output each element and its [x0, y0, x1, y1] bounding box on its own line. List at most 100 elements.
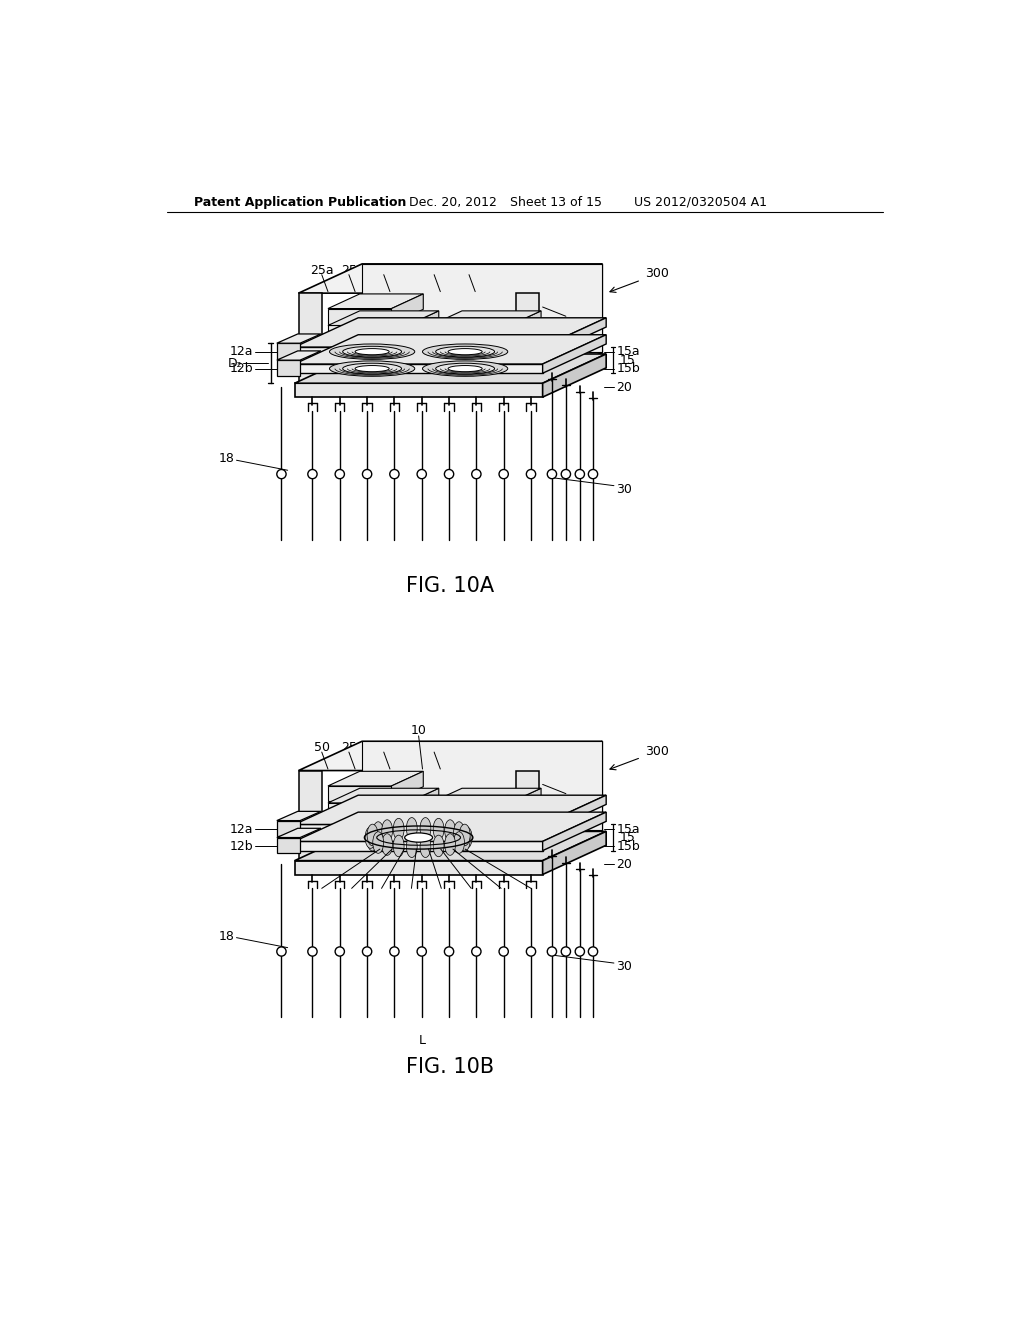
Text: 15b: 15b [616, 362, 640, 375]
Text: 25: 25 [341, 741, 356, 754]
Ellipse shape [499, 946, 508, 956]
Ellipse shape [330, 360, 415, 376]
Text: 30: 30 [616, 483, 632, 496]
Polygon shape [295, 364, 543, 374]
Polygon shape [295, 335, 606, 364]
Polygon shape [328, 312, 438, 326]
Ellipse shape [449, 348, 482, 355]
Polygon shape [543, 318, 606, 356]
Polygon shape [362, 264, 602, 352]
Polygon shape [328, 326, 407, 341]
Polygon shape [509, 788, 541, 818]
Polygon shape [430, 312, 541, 326]
Polygon shape [299, 264, 602, 293]
Text: 300: 300 [645, 744, 669, 758]
Polygon shape [299, 771, 322, 859]
Polygon shape [543, 812, 606, 850]
Ellipse shape [444, 820, 456, 841]
Text: 14a: 14a [372, 264, 395, 277]
Polygon shape [539, 742, 602, 859]
Polygon shape [299, 293, 322, 381]
Ellipse shape [589, 946, 598, 956]
Text: US 2012/0320504 A1: US 2012/0320504 A1 [634, 195, 767, 209]
Ellipse shape [460, 829, 470, 851]
Polygon shape [295, 383, 543, 397]
Ellipse shape [308, 946, 317, 956]
Text: 15: 15 [620, 832, 635, 843]
Ellipse shape [444, 470, 454, 479]
Ellipse shape [589, 470, 598, 479]
Text: 50: 50 [313, 741, 330, 754]
Text: 14: 14 [461, 264, 477, 277]
Ellipse shape [276, 470, 286, 479]
Ellipse shape [547, 946, 557, 956]
Ellipse shape [382, 834, 392, 855]
Polygon shape [515, 771, 539, 859]
Text: Sheet 13 of 15: Sheet 13 of 15 [510, 195, 602, 209]
Ellipse shape [373, 832, 384, 853]
Text: 40: 40 [569, 787, 586, 800]
Polygon shape [295, 825, 543, 834]
Polygon shape [430, 326, 509, 341]
Ellipse shape [499, 470, 508, 479]
Text: D₂: D₂ [227, 356, 242, 370]
Polygon shape [276, 334, 321, 343]
Ellipse shape [547, 470, 557, 479]
Text: 14a: 14a [372, 741, 395, 754]
Polygon shape [295, 861, 543, 874]
Text: 40: 40 [569, 310, 586, 323]
Ellipse shape [366, 826, 376, 849]
Polygon shape [430, 788, 541, 803]
Ellipse shape [362, 470, 372, 479]
Ellipse shape [454, 822, 465, 843]
Ellipse shape [373, 822, 384, 843]
Text: 12b: 12b [230, 362, 254, 375]
Polygon shape [430, 803, 509, 818]
Polygon shape [328, 309, 391, 323]
Polygon shape [295, 318, 606, 347]
Ellipse shape [390, 470, 399, 479]
Ellipse shape [472, 946, 481, 956]
Polygon shape [276, 351, 321, 360]
Text: 20: 20 [616, 380, 632, 393]
Text: FIG. 10A: FIG. 10A [407, 576, 495, 595]
Ellipse shape [444, 834, 456, 855]
Ellipse shape [526, 470, 536, 479]
Polygon shape [299, 352, 602, 381]
Ellipse shape [526, 946, 536, 956]
Polygon shape [328, 294, 423, 309]
Text: 25a: 25a [310, 264, 334, 277]
Ellipse shape [335, 470, 344, 479]
Text: 10: 10 [411, 723, 427, 737]
Ellipse shape [423, 360, 508, 376]
Polygon shape [276, 837, 300, 853]
Text: 18: 18 [218, 453, 234, 465]
Ellipse shape [454, 832, 465, 853]
Ellipse shape [407, 836, 417, 858]
Ellipse shape [435, 346, 495, 358]
Polygon shape [276, 812, 321, 821]
Text: 12b: 12b [230, 840, 254, 853]
Text: 15a: 15a [616, 345, 640, 358]
Polygon shape [328, 788, 438, 803]
Ellipse shape [343, 346, 401, 358]
Polygon shape [391, 294, 423, 323]
Ellipse shape [461, 826, 472, 849]
Ellipse shape [393, 818, 404, 840]
Text: 12a: 12a [230, 822, 254, 836]
Ellipse shape [575, 470, 585, 479]
Polygon shape [543, 795, 606, 834]
Polygon shape [543, 832, 606, 874]
Polygon shape [543, 354, 606, 397]
Ellipse shape [420, 836, 431, 858]
Polygon shape [295, 795, 606, 825]
Polygon shape [295, 832, 606, 861]
Polygon shape [295, 812, 606, 841]
Polygon shape [299, 830, 602, 859]
Ellipse shape [561, 946, 570, 956]
Text: 15a: 15a [616, 822, 640, 836]
Polygon shape [328, 803, 407, 818]
Ellipse shape [308, 470, 317, 479]
Ellipse shape [472, 470, 481, 479]
Ellipse shape [276, 946, 286, 956]
